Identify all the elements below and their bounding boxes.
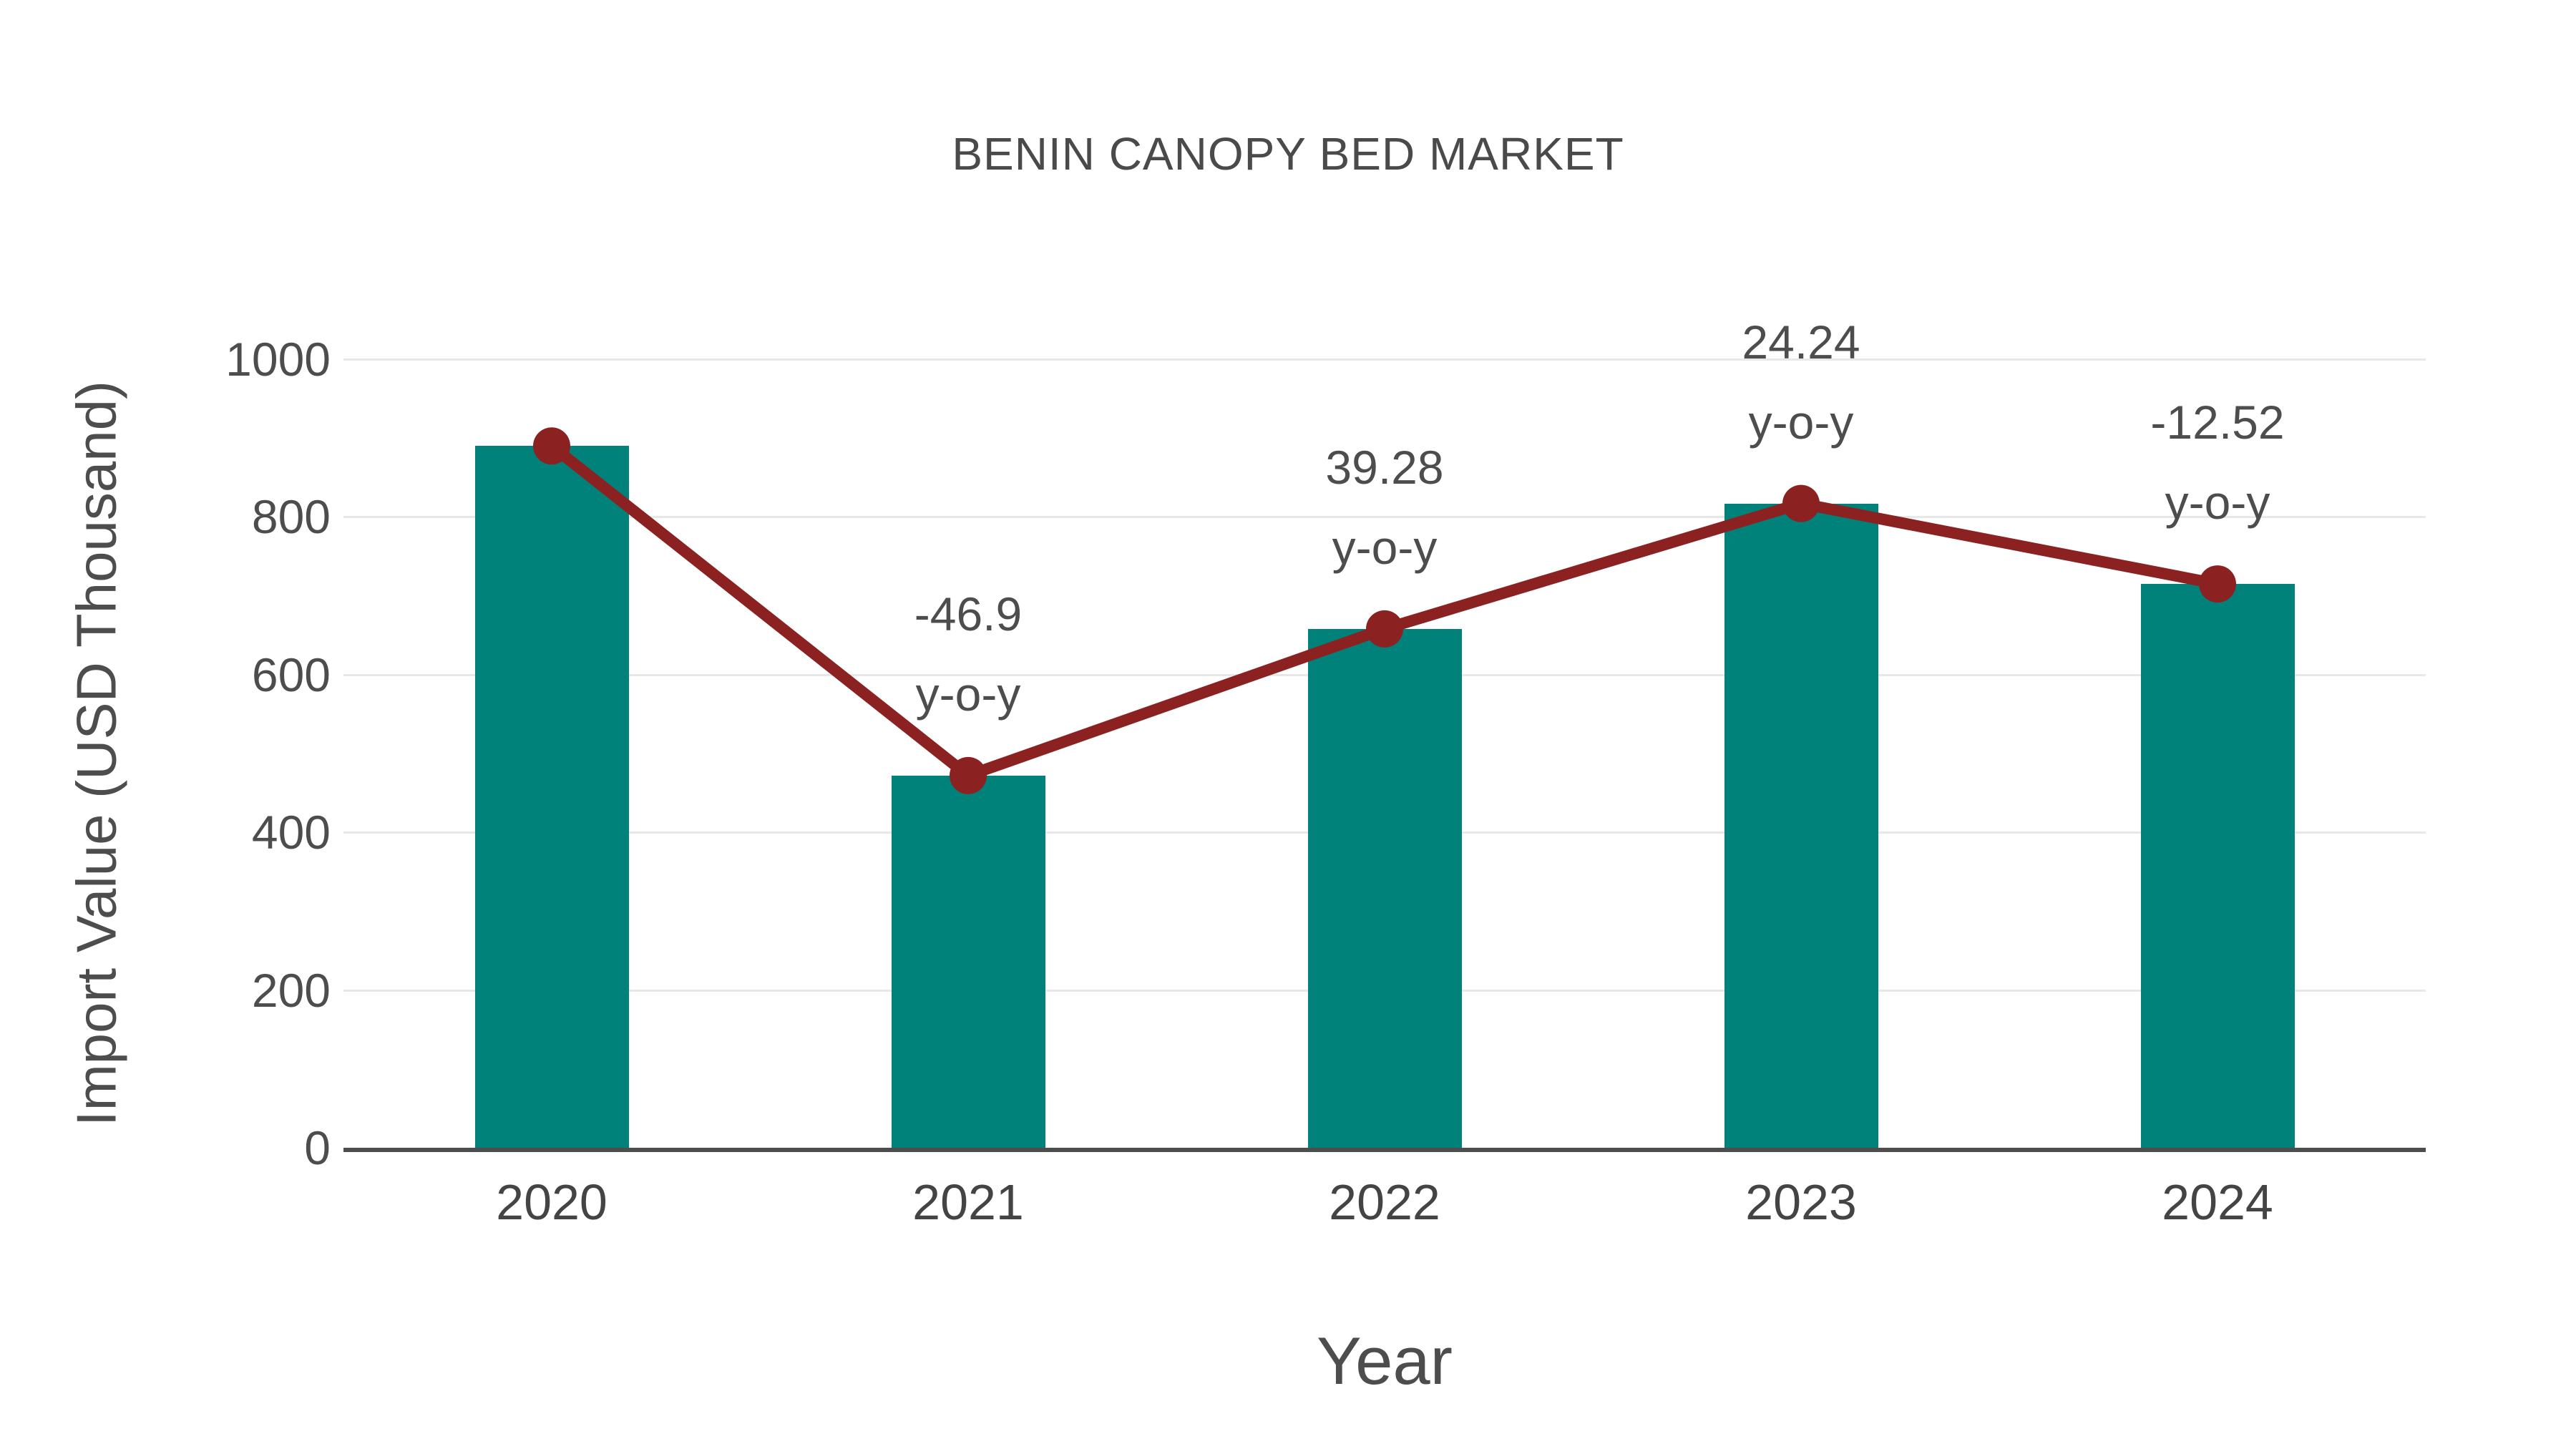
gridline-1000 [343, 358, 2426, 361]
line-marker-2023 [1782, 484, 1820, 522]
bar-2020 [474, 446, 629, 1148]
x-tick-label-2024: 2024 [2162, 1174, 2273, 1230]
y-tick-label-800: 800 [251, 490, 331, 544]
line-marker-2022 [1366, 610, 1403, 648]
y-tick-label-0: 0 [304, 1121, 331, 1174]
bar-2023 [1724, 503, 1878, 1148]
y-tick-label-600: 600 [251, 648, 331, 701]
yoy-annotation-2022: 39.28 y-o-y [1325, 427, 1443, 587]
x-tick-label-2021: 2021 [912, 1174, 1024, 1230]
yoy-suffix-label: y-o-y [2165, 476, 2270, 530]
line-marker-2020 [533, 427, 570, 465]
yoy-annotation-2021: -46.9 y-o-y [914, 574, 1022, 734]
chart-title: BENIN CANOPY BED MARKET [952, 128, 1624, 180]
y-tick-label-200: 200 [251, 963, 331, 1017]
yoy-value-label: 39.28 [1325, 440, 1444, 494]
line-marker-2024 [2199, 565, 2236, 603]
bar-2024 [2140, 584, 2295, 1148]
y-tick-label-1000: 1000 [225, 333, 331, 386]
x-tick-label-2023: 2023 [1745, 1174, 1857, 1230]
line-series [533, 427, 2236, 794]
yoy-suffix-label: y-o-y [1332, 520, 1438, 574]
yoy-suffix-label: y-o-y [1748, 395, 1854, 449]
gridline-800 [343, 516, 2426, 519]
plot-area: -46.9 y-o-y 39.28 y-o-y 24.24 y-o-y -12.52 y-o-… [343, 316, 2426, 1152]
yoy-value-label: -12.52 [2150, 396, 2285, 449]
yoy-suffix-label: y-o-y [915, 667, 1021, 721]
x-tick-label-2020: 2020 [496, 1174, 608, 1230]
yoy-annotation-2024: -12.52 y-o-y [2150, 382, 2284, 542]
bar-2022 [1307, 628, 1462, 1148]
yoy-annotation-2023: 24.24 y-o-y [1742, 302, 1860, 462]
bar-2021 [891, 775, 1045, 1148]
line-marker-2021 [950, 756, 987, 794]
y-tick-label-400: 400 [251, 806, 331, 859]
x-axis-title: Year [1317, 1323, 1453, 1398]
x-tick-label-2022: 2022 [1329, 1174, 1440, 1230]
yoy-value-label: 24.24 [1742, 315, 1860, 369]
yoy-value-label: -46.9 [914, 587, 1023, 640]
